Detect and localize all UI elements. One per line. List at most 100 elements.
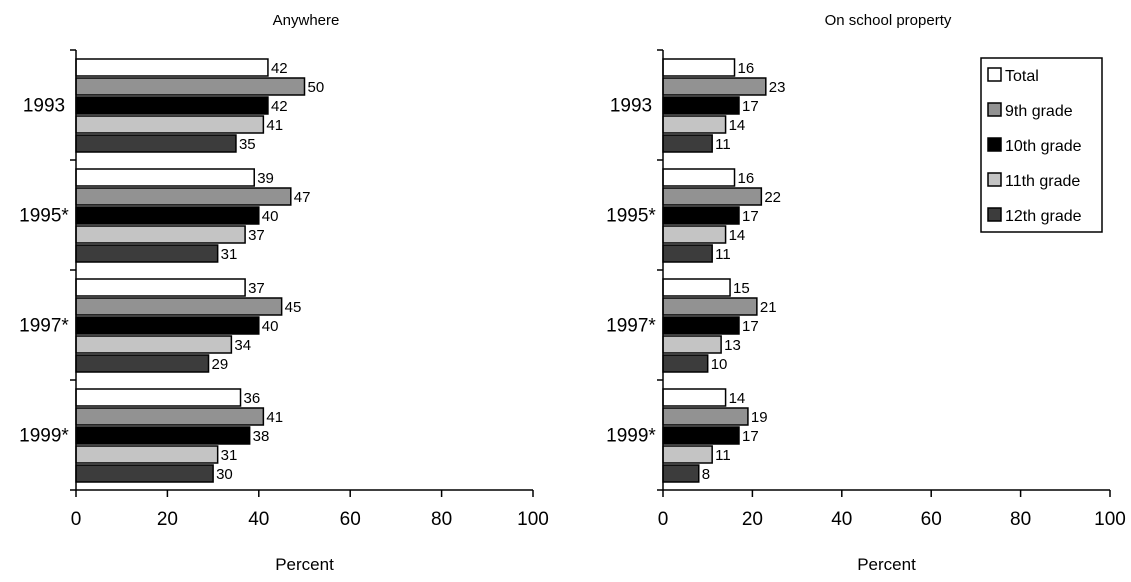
bar-10th-grade-1995 [75,206,260,225]
data-label-total-1995: 39 [257,170,274,187]
bar-total-1999 [75,388,242,407]
data-label-11th-grade-1999: 31 [221,447,238,464]
bar-10th-grade-1997 [75,316,260,335]
legend-swatch-9th-grade [987,102,1002,117]
legend-label-10th-grade: 10th grade [1005,138,1082,155]
data-label-12th-grade-1999: 30 [216,466,233,483]
legend-swatch-10th-grade [987,137,1002,152]
chart-title: Anywhere [273,12,340,29]
data-label-10th-grade-1993: 17 [742,98,759,115]
x-tick-label-60: 60 [921,509,942,530]
bar-9th-grade-1997 [662,297,758,316]
x-tick-label-20: 20 [742,509,763,530]
data-label-9th-grade-1997: 21 [760,299,777,316]
bar-9th-grade-1993 [662,77,767,96]
data-label-12th-grade-1999: 8 [702,466,710,483]
data-label-9th-grade-1995: 22 [764,189,781,206]
data-label-total-1993: 16 [738,60,755,77]
bar-11th-grade-1993 [662,115,727,134]
data-label-12th-grade-1995: 11 [715,246,731,263]
data-label-9th-grade-1995: 47 [294,189,311,206]
data-label-12th-grade-1995: 31 [221,246,238,263]
chart-title: On school property [825,12,952,29]
data-label-11th-grade-1999: 11 [715,447,731,464]
data-label-11th-grade-1993: 41 [266,117,283,134]
bar-total-1995 [662,168,736,187]
x-tick-label-80: 80 [431,509,452,530]
data-label-9th-grade-1999: 19 [751,409,768,426]
bar-10th-grade-1997 [662,316,740,335]
legend-swatch-12th-grade [987,207,1002,222]
legend-label-12th-grade: 12th grade [1005,208,1082,225]
bar-12th-grade-1993 [662,134,713,153]
bar-10th-grade-1999 [662,426,740,445]
category-label-1997: 1997* [606,316,656,337]
x-tick-label-40: 40 [248,509,269,530]
x-axis-title: Percent [857,555,916,574]
category-label-1999: 1999* [606,426,656,447]
bar-9th-grade-1999 [662,407,749,426]
x-tick-label-0: 0 [71,509,82,530]
category-label-1999: 1999* [19,426,69,447]
bar-10th-grade-1999 [75,426,251,445]
data-label-10th-grade-1993: 42 [271,98,288,115]
data-label-11th-grade-1995: 37 [248,227,265,244]
legend-label-11th-grade: 11th grade [1005,173,1080,190]
data-label-total-1999: 36 [244,390,261,407]
bar-11th-grade-1995 [662,225,727,244]
bar-total-1993 [75,58,269,77]
bar-10th-grade-1993 [75,96,269,115]
bar-9th-grade-1995 [75,187,292,206]
category-label-1993: 1993 [23,96,65,117]
data-label-12th-grade-1997: 29 [212,356,229,373]
bar-total-1995 [75,168,255,187]
bar-11th-grade-1993 [75,115,265,134]
bar-11th-grade-1995 [75,225,246,244]
bar-9th-grade-1993 [75,77,306,96]
category-label-1993: 1993 [610,96,652,117]
bar-9th-grade-1997 [75,297,283,316]
data-label-10th-grade-1995: 40 [262,208,279,225]
data-label-9th-grade-1993: 50 [308,79,325,96]
bar-10th-grade-1995 [662,206,740,225]
bar-11th-grade-1999 [75,445,219,464]
bar-12th-grade-1997 [75,354,210,373]
data-label-9th-grade-1997: 45 [285,299,302,316]
bar-12th-grade-1995 [662,244,713,263]
data-label-10th-grade-1999: 38 [253,428,270,445]
bar-9th-grade-1999 [75,407,265,426]
data-label-total-1995: 16 [738,170,755,187]
data-label-9th-grade-1999: 41 [266,409,283,426]
bar-12th-grade-1993 [75,134,237,153]
category-label-1995: 1995* [19,206,69,227]
legend-label-9th-grade: 9th grade [1005,103,1073,120]
x-tick-label-100: 100 [517,509,549,530]
data-label-10th-grade-1997: 17 [742,318,759,335]
legend-swatch-11th-grade [987,172,1002,187]
bar-11th-grade-1999 [662,445,713,464]
bar-12th-grade-1999 [662,464,700,483]
panel-on-school-property: On school property 16 23 17 14 11 1993 16 22 17 14… [606,12,1126,574]
x-tick-label-40: 40 [831,509,852,530]
data-label-12th-grade-1993: 11 [715,136,731,153]
x-tick-label-100: 100 [1094,509,1126,530]
panel-anywhere: Anywhere 42 50 42 41 35 1993 39 47 40 37 31 1995* 37 4… [19,12,549,574]
bar-12th-grade-1995 [75,244,219,263]
bar-10th-grade-1993 [662,96,740,115]
x-tick-label-80: 80 [1010,509,1031,530]
bar-11th-grade-1997 [662,335,722,354]
legend-label-total: Total [1005,68,1039,85]
x-tick-label-0: 0 [658,509,669,530]
category-label-1997: 1997* [19,316,69,337]
data-label-11th-grade-1997: 34 [234,337,251,354]
bar-12th-grade-1997 [662,354,709,373]
bar-11th-grade-1997 [75,335,233,354]
data-label-9th-grade-1993: 23 [769,79,786,96]
data-label-10th-grade-1999: 17 [742,428,759,445]
data-label-total-1997: 15 [733,280,750,297]
data-label-10th-grade-1997: 40 [262,318,279,335]
category-label-1995: 1995* [606,206,656,227]
data-label-11th-grade-1997: 13 [724,337,741,354]
